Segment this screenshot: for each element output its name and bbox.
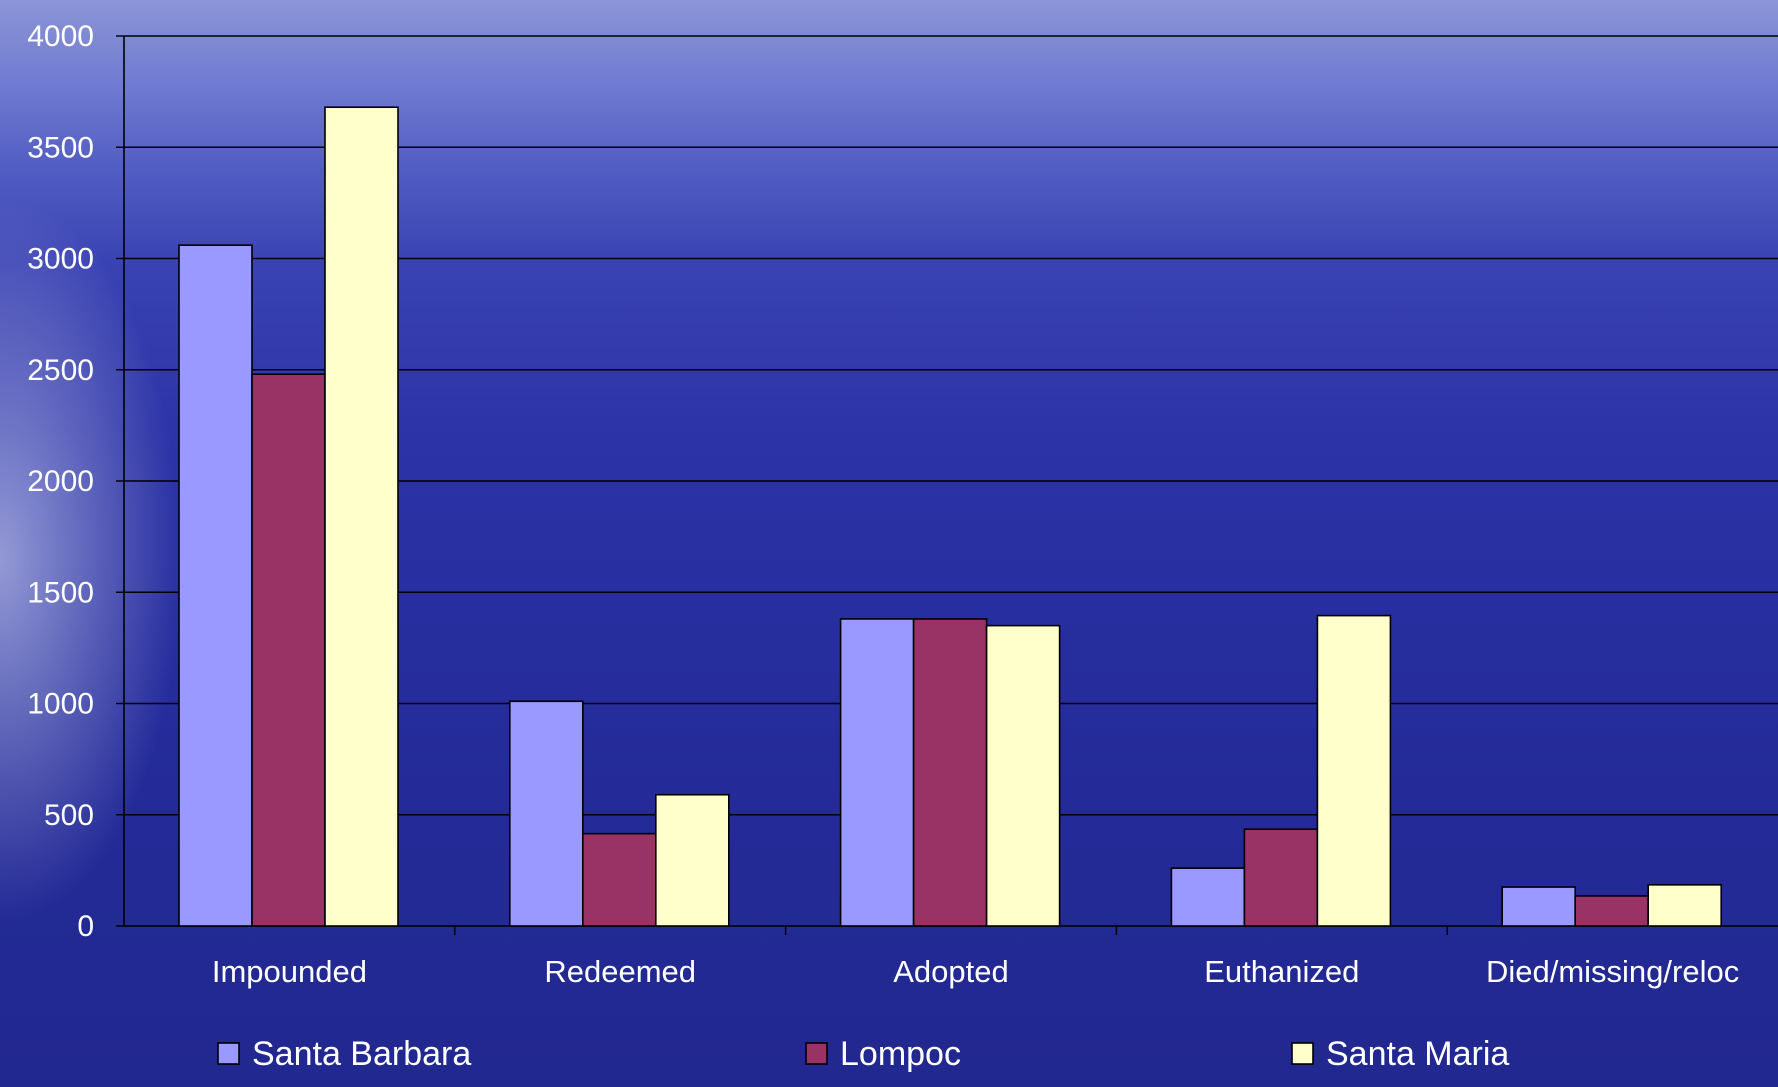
y-tick-label: 1000 (27, 688, 94, 721)
x-category-label: Euthanized (1204, 954, 1359, 989)
x-category-label: Died/missing/reloc (1486, 954, 1739, 989)
bar-santa-maria-adopted (985, 624, 1061, 927)
y-tick-label: 4000 (27, 20, 94, 53)
bar-santa-barbara-died-missing-reloc (1501, 886, 1576, 927)
gridlines (124, 35, 1778, 816)
y-tick-label: 500 (44, 799, 94, 832)
bar-lompoc-adopted (912, 618, 988, 927)
bars (178, 106, 1722, 927)
x-category-label: Impounded (212, 954, 367, 989)
bar-santa-maria-redeemed (654, 793, 730, 927)
legend-label: Lompoc (840, 1035, 961, 1073)
y-tick-label: 1500 (27, 576, 94, 609)
y-tick-label: 3000 (27, 243, 94, 276)
x-category-labels: Impounded Redeemed Adopted Euthanized Died/m… (212, 954, 1739, 989)
y-tick-label: 0 (77, 910, 94, 943)
bar-lompoc-euthanized (1243, 828, 1319, 927)
legend: Santa Barbara Lompoc Santa Maria (217, 1035, 1509, 1073)
bar-santa-barbara-adopted (839, 618, 915, 927)
bar-lompoc-impounded (251, 373, 326, 927)
bar-santa-barbara-impounded (178, 244, 253, 927)
legend-label: Santa Barbara (252, 1035, 471, 1073)
legend-swatch (1291, 1042, 1314, 1065)
y-tick-label: 2500 (27, 354, 94, 387)
bar-santa-maria-died-missing-reloc (1647, 884, 1722, 927)
y-tick-label: 3500 (27, 131, 94, 164)
bar-santa-barbara-euthanized (1170, 867, 1246, 927)
y-tick-labels: 0 500 1000 1500 2000 2500 3000 3500 4000 (27, 20, 94, 943)
y-tick-label: 2000 (27, 465, 94, 498)
x-category-label: Adopted (893, 954, 1009, 989)
bar-lompoc-died-missing-reloc (1574, 895, 1649, 927)
bar-lompoc-redeemed (581, 832, 657, 927)
x-category-label: Redeemed (544, 954, 696, 989)
legend-swatch (805, 1042, 828, 1065)
bar-santa-barbara-redeemed (508, 700, 584, 927)
bar-santa-maria-euthanized (1316, 614, 1392, 927)
legend-swatch (217, 1042, 240, 1065)
bar-santa-maria-impounded (324, 106, 399, 927)
legend-label: Santa Maria (1326, 1035, 1509, 1073)
